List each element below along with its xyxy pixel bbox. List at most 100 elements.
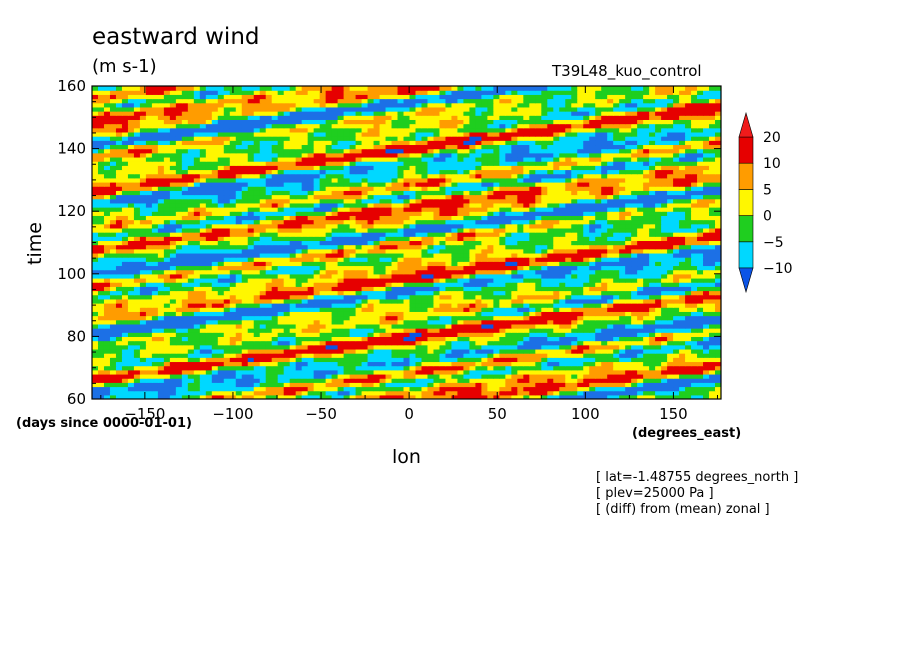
heatmap-cell <box>649 332 656 337</box>
heatmap-cell <box>547 227 554 233</box>
heatmap-cell <box>337 198 345 204</box>
heatmap-cell <box>451 390 459 396</box>
heatmap-cell <box>199 336 207 342</box>
heatmap-cell <box>559 227 566 233</box>
heatmap-cell <box>277 248 285 254</box>
heatmap-cell <box>367 369 375 375</box>
heatmap-cell <box>163 357 171 363</box>
heatmap-cell <box>103 277 111 283</box>
heatmap-cell <box>199 252 207 258</box>
heatmap-cell <box>577 248 584 254</box>
heatmap-cell <box>595 353 602 358</box>
heatmap-cell <box>487 357 494 363</box>
heatmap-cell <box>181 202 189 208</box>
heatmap-cell <box>565 269 572 275</box>
heatmap-cell <box>181 386 189 392</box>
heatmap-cell <box>361 294 369 300</box>
heatmap-cell <box>565 369 572 375</box>
heatmap-cell <box>421 390 429 396</box>
heatmap-cell <box>157 252 165 258</box>
heatmap-cell <box>505 348 512 354</box>
heatmap-cell <box>277 378 285 383</box>
heatmap-cell <box>523 207 530 212</box>
heatmap-cell <box>139 340 147 346</box>
heatmap-cell <box>241 348 249 354</box>
heatmap-cell <box>187 294 195 300</box>
heatmap-cell <box>571 207 578 212</box>
heatmap-cell <box>577 240 584 246</box>
heatmap-cell <box>379 369 387 375</box>
heatmap-cell <box>211 373 219 379</box>
heatmap-cell <box>565 323 572 329</box>
heatmap-cell <box>283 361 291 367</box>
heatmap-cell <box>433 227 441 233</box>
heatmap-cell <box>571 290 578 296</box>
heatmap-cell <box>307 348 315 354</box>
heatmap-cell <box>181 378 189 383</box>
heatmap-cell <box>349 373 357 379</box>
heatmap-cell <box>169 365 177 371</box>
heatmap-cell <box>403 357 411 363</box>
heatmap-cell <box>247 365 255 371</box>
heatmap-cell <box>343 348 351 354</box>
heatmap-cell <box>427 202 435 208</box>
heatmap-cell <box>253 386 261 392</box>
heatmap-cell <box>325 386 333 392</box>
heatmap-cell <box>235 244 243 250</box>
heatmap-cell <box>331 336 339 342</box>
heatmap-cell <box>319 223 327 229</box>
heatmap-cell <box>133 261 141 267</box>
heatmap-cell <box>193 298 201 304</box>
heatmap-cell <box>559 315 566 321</box>
heatmap-cell <box>157 390 165 396</box>
heatmap-cell <box>445 223 453 229</box>
heatmap-cell <box>619 286 626 292</box>
heatmap-cell <box>679 248 686 254</box>
heatmap-cell <box>115 219 123 225</box>
heatmap-cell <box>385 328 393 333</box>
heatmap-cell <box>637 365 644 371</box>
heatmap-cell <box>703 373 710 379</box>
heatmap-cell <box>709 382 716 388</box>
heatmap-cell <box>535 328 542 333</box>
heatmap-cell <box>259 232 267 237</box>
heatmap-cell <box>607 236 614 242</box>
heatmap-cell <box>589 252 596 258</box>
heatmap-cell <box>559 390 566 396</box>
heatmap-cell <box>289 311 297 317</box>
heatmap-cell <box>199 227 207 233</box>
heatmap-cell <box>97 361 105 367</box>
heatmap-cell <box>463 348 470 354</box>
heatmap-cell <box>445 307 453 312</box>
heatmap-cell <box>307 382 315 388</box>
heatmap-cell <box>487 340 494 346</box>
heatmap-cell <box>379 198 387 204</box>
heatmap-cell <box>703 298 710 304</box>
heatmap-cell <box>697 361 704 367</box>
heatmap-cell <box>343 261 351 267</box>
heatmap-cell <box>451 286 459 292</box>
heatmap-cell <box>589 328 596 333</box>
heatmap-cell <box>397 265 405 271</box>
heatmap-cell <box>649 390 656 396</box>
heatmap-cell <box>253 198 261 204</box>
heatmap-cell <box>379 294 387 300</box>
heatmap-cell <box>625 378 632 383</box>
heatmap-cell <box>169 290 177 296</box>
heatmap-cell <box>145 323 153 329</box>
heatmap-cell <box>421 298 429 304</box>
heatmap-cell <box>565 373 572 379</box>
heatmap-cell <box>319 328 327 333</box>
heatmap-cell <box>241 252 249 258</box>
heatmap-cell <box>529 219 536 225</box>
heatmap-cell <box>565 261 572 267</box>
heatmap-cell <box>379 303 387 308</box>
heatmap-cell <box>409 248 417 254</box>
heatmap-cell <box>295 357 303 363</box>
heatmap-cell <box>235 273 243 279</box>
heatmap-cell <box>535 232 542 237</box>
heatmap-cell <box>517 269 524 275</box>
heatmap-cell <box>133 348 141 354</box>
heatmap-cell <box>481 323 488 329</box>
heatmap-cell <box>709 378 716 383</box>
